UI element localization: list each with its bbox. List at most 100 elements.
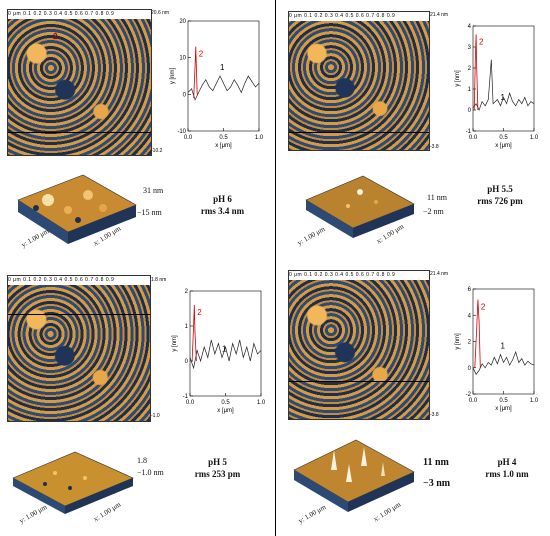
x-axis-label: x [μm] <box>495 406 512 412</box>
column-divider <box>275 0 276 536</box>
profile-plot-svg: 6 4 2 0 -20.0 0.5 1.0 x [μm] y [nm] 1 2 <box>455 287 539 412</box>
z-scale-top: 1.8 nm <box>151 277 167 283</box>
x-tick-label: 1.0 <box>530 135 539 141</box>
surface-z-top: 11 nm <box>423 457 449 468</box>
caption-ph: pH 5.5 <box>487 184 513 194</box>
surface-3d-ph4 <box>286 432 416 517</box>
afm-ruler: 0 μm 0.1 0.2 0.3 0.4 0.5 0.6 0.7 0.8 0.9 <box>8 276 150 285</box>
y-tick-label: 6 <box>468 287 472 293</box>
profile-2-label: 2 <box>197 308 202 317</box>
y-tick-label: 3 <box>468 45 472 51</box>
caption-ph4: pH 4 rms 1.0 nm <box>472 456 542 480</box>
afm-image-ph55: 0 μm 0.1 0.2 0.3 0.4 0.5 0.6 0.7 0.8 0.9 <box>288 11 430 151</box>
caption-rms: rms 253 pm <box>194 469 241 479</box>
region-tag: 2 <box>53 32 58 41</box>
profile-1-label: 1 <box>222 345 227 354</box>
z-scale-top: 21.4 nm <box>430 271 449 277</box>
y-tick-label: 0 <box>468 366 472 372</box>
z-scale-bottom: -10.2 <box>151 148 163 154</box>
x-tick-label: 0.5 <box>499 135 508 141</box>
profile-2-line <box>473 34 479 111</box>
surface-z-bottom: −15 nm <box>137 208 162 217</box>
y-tick-label: 4 <box>468 313 472 319</box>
surface-3d-ph6 <box>8 170 138 250</box>
y-tick-label: 0 <box>183 92 187 98</box>
surface-z-top: 11 nm <box>427 193 447 202</box>
surface-z-top: 31 nm <box>143 186 164 195</box>
y-axis-label: y [nm] <box>455 333 461 350</box>
profile-1-line <box>472 59 535 111</box>
caption-ph6: pH 6 rms 3.4 nm <box>185 193 260 217</box>
profile-2-label: 2 <box>199 50 204 59</box>
profile-plot-ph5: 2 1 0 -1 0.0 0.5 1.0 x [μm] y [nm] 1 2 <box>172 285 267 420</box>
caption-ph: pH 5 <box>208 457 227 467</box>
afm-image-ph4: 0 μm 0.1 0.2 0.3 0.4 0.5 0.6 0.7 0.8 0.9 <box>288 270 430 420</box>
surface-z-bottom: −3 nm <box>423 478 451 489</box>
z-scale-top: 20.6 nm <box>151 10 170 16</box>
y-tick-label: 1 <box>468 87 472 93</box>
x-tick-label: 0.5 <box>219 135 228 141</box>
afm-image-ph6: 0 μm 0.1 0.2 0.3 0.4 0.5 0.6 0.7 0.8 0.9… <box>7 9 152 156</box>
x-tick-label: 0.5 <box>499 398 508 404</box>
caption-rms: rms 3.4 nm <box>200 206 245 216</box>
y-tick-label: 4 <box>468 24 472 30</box>
z-scale-top: 21.4 nm <box>430 12 449 18</box>
z-scale-bottom: -3.8 <box>430 412 439 418</box>
profile-plot-ph6: 20 10 0 -10 0.0 0.5 1.0 x [μm] y [nm] 1 2 <box>170 15 265 155</box>
profile-plot-svg: 2 1 0 -10.0 0.5 1.0 x [μm] y [nm] 1 2 <box>172 289 266 414</box>
profile-2-label: 2 <box>481 303 486 312</box>
y-tick-label: 0 <box>185 359 189 365</box>
y-axis-label: y [nm] <box>170 68 176 85</box>
profile-plot-ph55: 4 3 2 1 0 -1 0.0 0.5 1.0 x [μm] y [nm] 1 2 <box>455 20 540 155</box>
profile-1-line <box>187 75 260 101</box>
caption-ph5: pH 5 rms 253 pm <box>180 456 255 480</box>
x-tick-label: 1.0 <box>255 135 264 141</box>
profile-1-label: 1 <box>500 93 505 102</box>
x-tick-label: 0.0 <box>186 400 195 406</box>
profile-1-label: 1 <box>500 342 505 351</box>
y-tick-label: 20 <box>179 19 186 25</box>
caption-ph: pH 6 <box>213 194 232 204</box>
profile-2-label: 2 <box>479 37 484 46</box>
y-tick-label: -1 <box>466 129 472 135</box>
x-tick-label: 1.0 <box>257 400 266 406</box>
caption-ph: pH 4 <box>497 457 517 467</box>
caption-ph55: pH 5.5 rms 726 pm <box>465 183 535 207</box>
y-axis-label: y [nm] <box>455 70 461 87</box>
profile-line <box>8 132 151 133</box>
y-tick-label: 0 <box>468 108 472 114</box>
profile-1-line <box>189 339 262 370</box>
y-tick-label: 10 <box>179 56 186 62</box>
surface-z-bottom: −2 nm <box>423 207 444 216</box>
z-scale-bottom: -1.0 <box>151 413 160 419</box>
profile-plot-svg: 4 3 2 1 0 -10.0 0.5 1.0 x [μm] y [nm] 1 2 <box>455 24 539 149</box>
surface-z-bottom: −1.0 nm <box>137 468 164 477</box>
x-axis-label: x [μm] <box>495 143 512 149</box>
y-tick-label: 2 <box>185 289 189 295</box>
surface-3d-ph55 <box>298 172 416 244</box>
profile-line <box>289 132 429 133</box>
afm-ruler: 0 μm 0.1 0.2 0.3 0.4 0.5 0.6 0.7 0.8 0.9 <box>8 10 151 19</box>
profile-plot-svg: 20 10 0 -100.0 0.5 1.0 x [μm] y [nm] 1 2 <box>170 19 264 149</box>
profile-2-line <box>474 299 481 368</box>
surface-z-top: 1.8 <box>137 456 147 465</box>
y-tick-label: 2 <box>468 66 472 72</box>
profile-1-label: 1 <box>220 63 225 72</box>
y-axis-label: y [nm] <box>172 335 178 352</box>
y-tick-label: -10 <box>177 129 186 135</box>
afm-ruler: 0 μm 0.1 0.2 0.3 0.4 0.5 0.6 0.7 0.8 0.9 <box>289 12 429 21</box>
x-tick-label: 0.0 <box>469 398 478 404</box>
profile-plot-ph4: 6 4 2 0 -2 0.0 0.5 1.0 x [μm] y [nm] 1 2 <box>455 283 540 418</box>
profile-1-line <box>472 350 535 375</box>
x-axis-label: x [μm] <box>215 143 232 149</box>
profile-2-line <box>193 46 198 99</box>
z-scale-bottom: -3.8 <box>430 144 439 150</box>
y-tick-label: 1 <box>185 324 189 330</box>
x-tick-label: 0.0 <box>469 135 478 141</box>
y-tick-label: -2 <box>466 392 472 398</box>
x-axis-label: x [μm] <box>217 408 234 414</box>
afm-ruler: 0 μm 0.1 0.2 0.3 0.4 0.5 0.6 0.7 0.8 0.9 <box>289 271 429 280</box>
surface-3d-ph5 <box>5 448 135 518</box>
plot-frame <box>189 290 262 397</box>
afm-image-ph5: 0 μm 0.1 0.2 0.3 0.4 0.5 0.6 0.7 0.8 0.9 <box>7 275 151 422</box>
